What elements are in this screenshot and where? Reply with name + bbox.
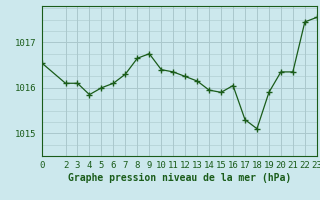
X-axis label: Graphe pression niveau de la mer (hPa): Graphe pression niveau de la mer (hPa): [68, 173, 291, 183]
